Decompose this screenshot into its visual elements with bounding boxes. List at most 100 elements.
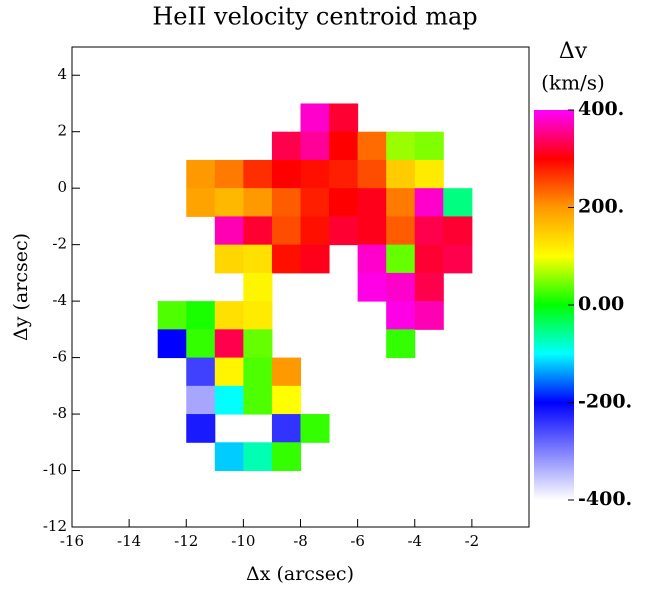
y-tick-label: -8 xyxy=(52,404,67,422)
colorbar-tick-label: 200. xyxy=(578,196,624,218)
cell xyxy=(414,188,444,217)
cell xyxy=(186,159,216,189)
cell xyxy=(186,301,216,330)
cell xyxy=(157,301,187,330)
colorbar xyxy=(534,110,574,500)
cell xyxy=(243,385,273,415)
x-axis-label: Δx (arcsec) xyxy=(246,563,354,585)
chart-title: HeII velocity centroid map xyxy=(152,3,477,31)
x-tick-label: -12 xyxy=(174,532,198,550)
y-tick-label: -12 xyxy=(43,517,67,535)
x-tick-label: -6 xyxy=(350,532,365,550)
cell xyxy=(243,159,273,189)
cell xyxy=(214,188,244,217)
cell xyxy=(443,244,473,274)
cell xyxy=(243,329,273,359)
cell xyxy=(214,159,244,189)
cell xyxy=(386,244,416,274)
cell xyxy=(243,301,273,330)
colorbar-tick-label: -400. xyxy=(578,488,632,510)
cell xyxy=(214,301,244,330)
cell xyxy=(300,414,330,443)
cell xyxy=(243,188,273,217)
y-tick-label: 0 xyxy=(57,178,67,196)
cell xyxy=(300,188,330,217)
y-tick-label: -4 xyxy=(52,291,67,309)
cell xyxy=(243,442,273,472)
cell xyxy=(271,442,301,472)
cell xyxy=(357,272,387,302)
cell xyxy=(157,329,187,359)
cell xyxy=(443,188,473,217)
cell xyxy=(386,188,416,217)
cell xyxy=(386,216,416,246)
colorbar-tick-label: 400. xyxy=(578,98,624,120)
cell xyxy=(214,442,244,472)
cell xyxy=(186,385,216,415)
cell xyxy=(271,385,301,415)
y-tick-label: -10 xyxy=(43,461,67,479)
cell xyxy=(329,188,359,217)
cell xyxy=(271,244,301,274)
x-tick-label: -10 xyxy=(231,532,255,550)
x-tick-label: -4 xyxy=(407,532,422,550)
cell xyxy=(414,244,444,274)
cell xyxy=(271,414,301,443)
y-tick-label: 2 xyxy=(57,122,67,140)
cell xyxy=(186,188,216,217)
cell xyxy=(386,301,416,330)
colorbar-tick-label: -200. xyxy=(578,391,632,413)
colorbar-label: Δv xyxy=(559,39,588,64)
cell xyxy=(243,244,273,274)
cell xyxy=(271,159,301,189)
cell xyxy=(214,357,244,387)
x-tick-label: -16 xyxy=(60,532,84,550)
cell xyxy=(243,272,273,302)
cell xyxy=(186,414,216,443)
cell xyxy=(386,329,416,359)
cell xyxy=(414,216,444,246)
cell xyxy=(300,131,330,161)
cell xyxy=(243,216,273,246)
y-tick-label: -6 xyxy=(52,348,67,366)
cell xyxy=(414,301,444,330)
colorbar-label: (km/s) xyxy=(541,71,605,95)
cell xyxy=(414,272,444,302)
cell xyxy=(357,216,387,246)
cell xyxy=(271,216,301,246)
cell xyxy=(214,244,244,274)
cell xyxy=(414,159,444,189)
cell xyxy=(329,131,359,161)
y-tick-label: 4 xyxy=(57,65,67,83)
cell xyxy=(443,216,473,246)
cell xyxy=(357,131,387,161)
y-axis-label: Δy (arcsec) xyxy=(10,233,32,341)
cell xyxy=(300,244,330,274)
cell xyxy=(386,272,416,302)
cell xyxy=(214,329,244,359)
cell xyxy=(386,159,416,189)
cell xyxy=(357,244,387,274)
cell xyxy=(329,159,359,189)
cell xyxy=(329,216,359,246)
cell xyxy=(214,385,244,415)
x-tick-label: -2 xyxy=(465,532,480,550)
cell xyxy=(214,216,244,246)
x-tick-label: -14 xyxy=(117,532,141,550)
y-tick-label: -2 xyxy=(52,235,67,253)
cell xyxy=(186,329,216,359)
cell xyxy=(243,357,273,387)
cell xyxy=(186,357,216,387)
cell xyxy=(300,216,330,246)
cell xyxy=(300,103,330,133)
cell xyxy=(271,188,301,217)
colorbar-tick-label: 0.00 xyxy=(578,293,624,315)
cell xyxy=(271,357,301,387)
cell xyxy=(386,131,416,161)
x-tick-label: -8 xyxy=(293,532,308,550)
cell xyxy=(357,159,387,189)
cell xyxy=(329,103,359,133)
cell xyxy=(300,159,330,189)
cell xyxy=(271,131,301,161)
